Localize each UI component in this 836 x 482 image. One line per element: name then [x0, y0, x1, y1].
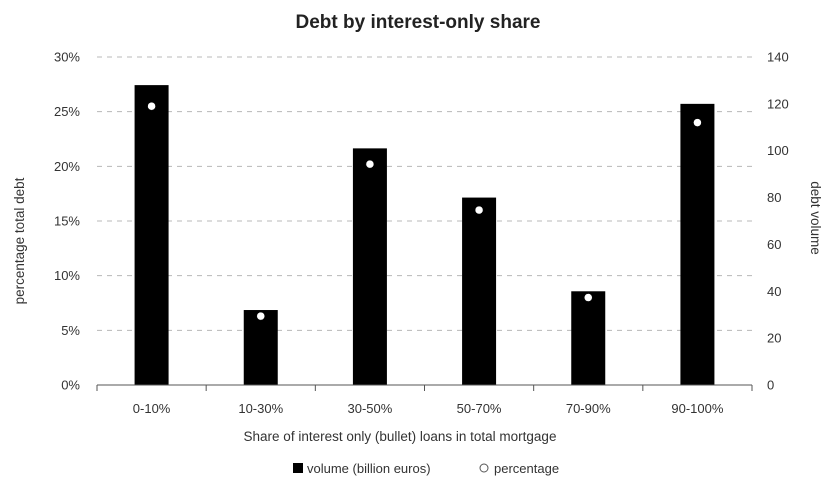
right-tick-label: 100 — [767, 143, 789, 158]
x-tick-label: 10-30% — [238, 401, 283, 416]
right-tick-label: 40 — [767, 284, 781, 299]
right-axis-ticks: 0 20 40 60 80 100 120 140 — [767, 50, 789, 393]
percentage-marker-90-100% — [693, 118, 702, 127]
left-axis-label: percentage total debt — [12, 177, 27, 304]
bar-70-90% — [571, 291, 606, 385]
percentage-marker-30-50% — [365, 159, 375, 169]
legend-label-volume: volume (billion euros) — [307, 461, 431, 476]
legend: volume (billion euros) percentage — [293, 461, 559, 476]
right-tick-label: 0 — [767, 378, 774, 393]
percentage-marker-70-90% — [584, 293, 593, 302]
x-axis-ticks: 0-10% 10-30% 30-50% 50-70% 70-90% 90-100% — [96, 385, 753, 416]
percentage-marker-10-30% — [256, 311, 265, 321]
x-tick-label: 70-90% — [566, 401, 611, 416]
right-tick-label: 20 — [767, 331, 781, 346]
left-tick-label: 20% — [54, 159, 80, 174]
bars — [134, 85, 715, 385]
x-tick-label: 50-70% — [457, 401, 502, 416]
x-tick-label: 30-50% — [348, 401, 393, 416]
right-axis-label: debt volume — [808, 181, 823, 255]
x-axis-label: Share of interest only (bullet) loans in… — [244, 429, 557, 444]
bar-30-50% — [352, 148, 387, 385]
left-axis-ticks: 0% 5% 10% 15% 20% 25% 30% — [54, 50, 80, 393]
legend-swatch-percentage — [479, 463, 489, 473]
left-tick-label: 15% — [54, 214, 80, 229]
left-tick-label: 0% — [61, 378, 80, 393]
percentage-markers — [147, 101, 702, 321]
bar-10-30% — [243, 310, 278, 385]
left-tick-label: 25% — [54, 104, 80, 119]
gridlines — [97, 56, 752, 331]
percentage-marker-50-70% — [474, 205, 484, 215]
legend-swatch-volume — [293, 463, 303, 473]
legend-label-percentage: percentage — [494, 461, 559, 476]
bar-50-70% — [462, 197, 497, 385]
left-tick-label: 10% — [54, 268, 80, 283]
left-tick-label: 5% — [61, 323, 80, 338]
left-tick-label: 30% — [54, 50, 80, 65]
chart-title: Debt by interest-only share — [296, 12, 541, 33]
bar-90-100% — [680, 103, 715, 385]
right-tick-label: 80 — [767, 190, 781, 205]
right-tick-label: 120 — [767, 96, 789, 111]
right-tick-label: 60 — [767, 237, 781, 252]
bar-0-10% — [134, 85, 169, 385]
x-tick-label: 90-100% — [671, 401, 723, 416]
x-tick-label: 0-10% — [133, 401, 171, 416]
percentage-marker-0-10% — [147, 101, 156, 111]
right-tick-label: 140 — [767, 50, 789, 65]
